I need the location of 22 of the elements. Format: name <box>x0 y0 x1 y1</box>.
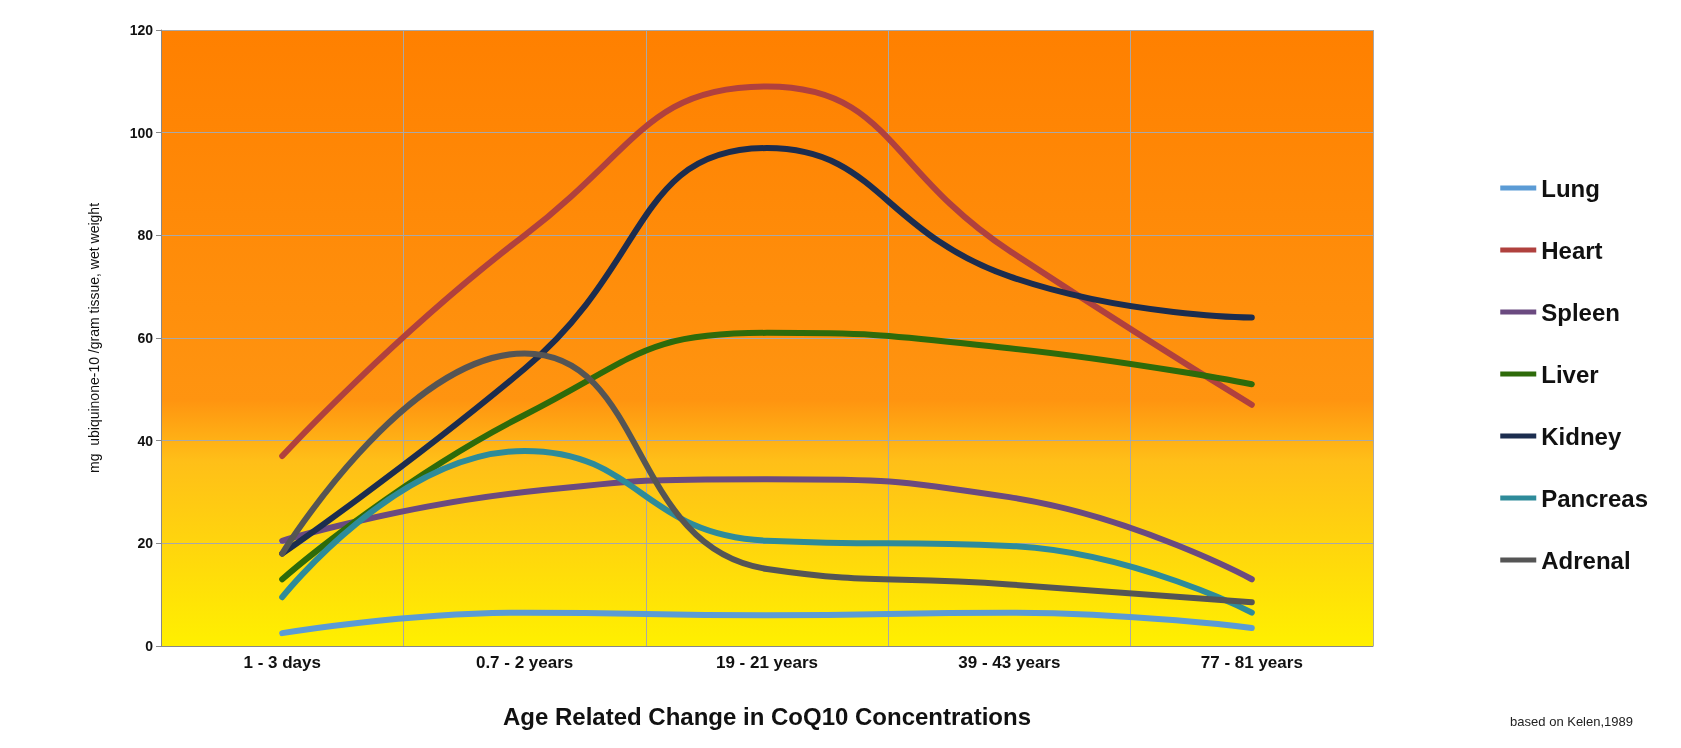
y-tick-label: 100 <box>129 124 154 141</box>
y-tick-label: 40 <box>137 432 154 449</box>
legend-label: Adrenal <box>1541 546 1631 574</box>
y-axis-title: mg ubiquinone-10 /gram tissue, wet weight <box>86 202 102 474</box>
x-tick-label: 0.7 - 2 years <box>475 653 574 672</box>
x-tick-label: 19 - 21 years <box>715 653 819 672</box>
x-tick-label: 39 - 43 years <box>958 653 1061 672</box>
legend-label: Liver <box>1541 360 1599 388</box>
y-tick-label: 0 <box>145 638 154 654</box>
y-tick-label: 60 <box>137 330 154 346</box>
x-tick-label: 1 - 3 days <box>243 653 321 672</box>
legend-label: Lung <box>1541 174 1600 202</box>
y-tick-label: 80 <box>137 227 154 244</box>
y-tick-label: 20 <box>137 535 154 552</box>
legend-label: Spleen <box>1541 298 1620 326</box>
x-axis-title: Age Related Change in CoQ10 Concentrations <box>502 702 1032 730</box>
legend-label: Heart <box>1541 236 1603 264</box>
legend-label: Pancreas <box>1541 484 1648 512</box>
x-tick-label: 77 - 81 years <box>1200 653 1303 672</box>
y-tick-label: 120 <box>129 22 154 38</box>
text: based on Kelen,1989 <box>1510 714 1634 729</box>
legend-label: Kidney <box>1541 422 1622 450</box>
